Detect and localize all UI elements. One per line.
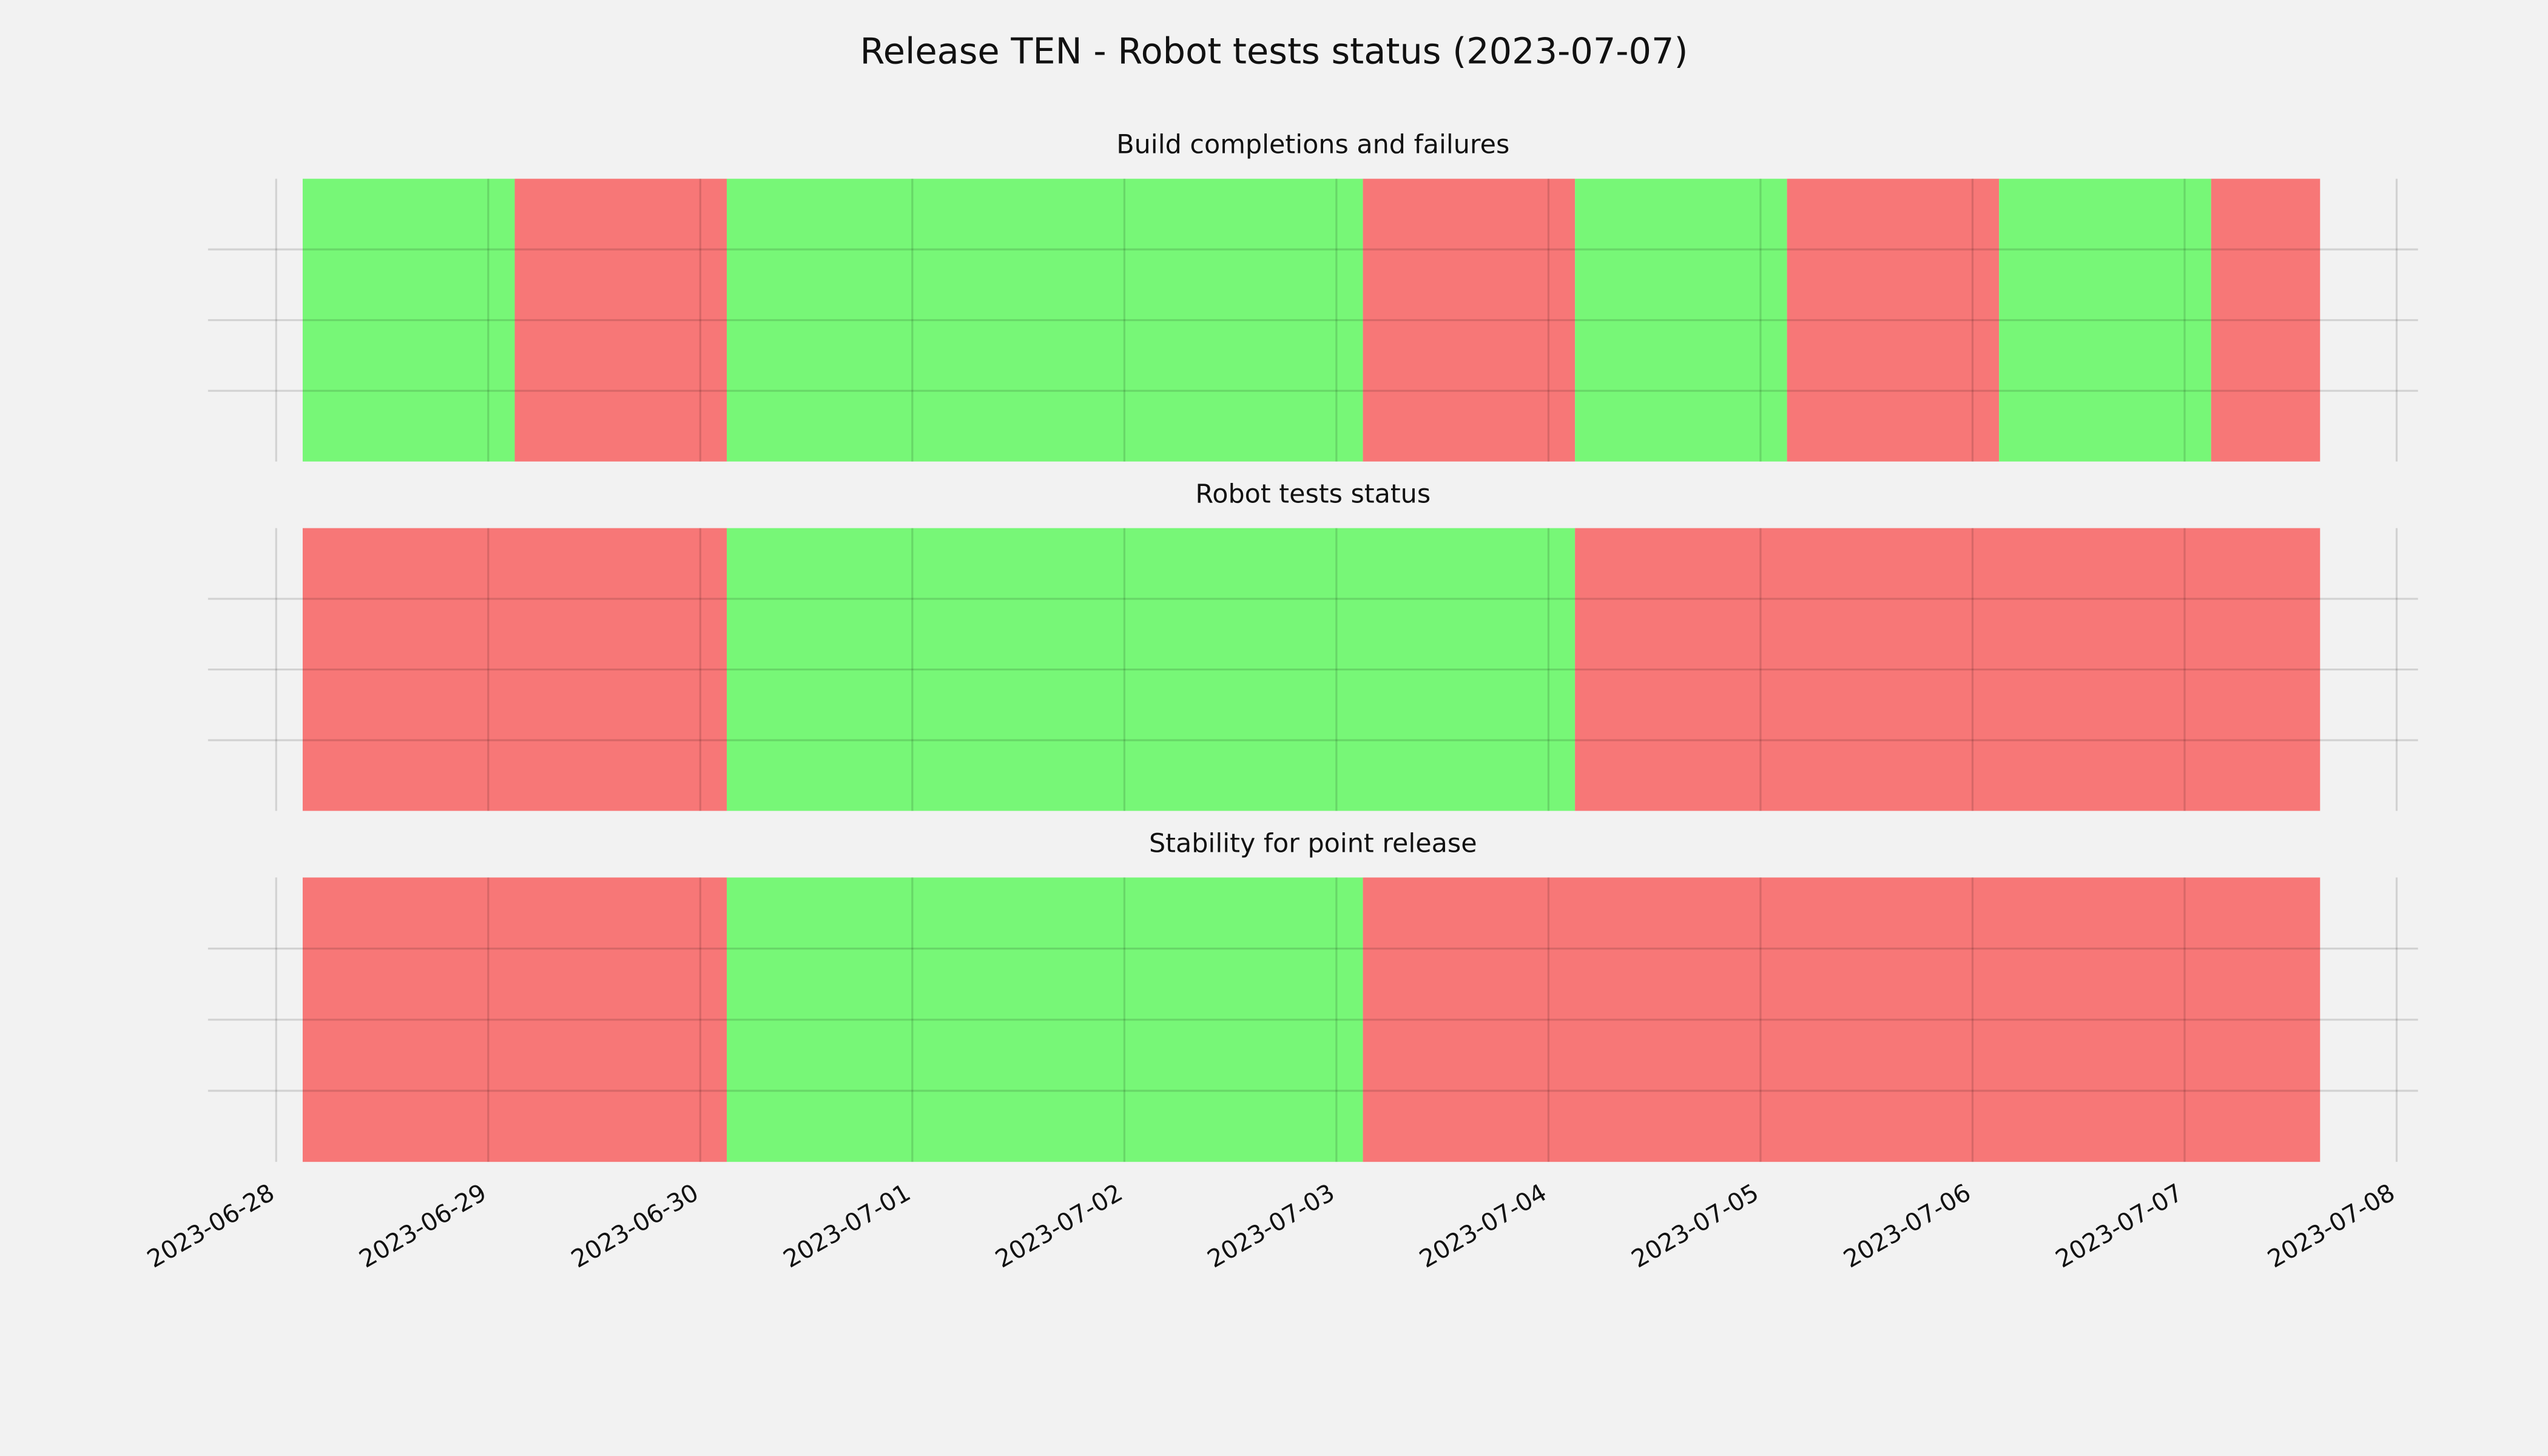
x-tick-label: 2023-07-03 [1203, 1179, 1340, 1274]
subplot-title: Stability for point release [1149, 828, 1477, 858]
status-span [1999, 178, 2211, 462]
x-tick-label: 2023-07-01 [779, 1179, 915, 1274]
status-span [726, 178, 1363, 462]
subplot-title: Build completions and failures [1116, 130, 1509, 160]
status-span [2211, 178, 2320, 462]
status-span [1575, 528, 2320, 811]
status-span [1787, 178, 2000, 462]
x-tick-label: 2023-06-29 [355, 1179, 491, 1274]
status-span [1575, 178, 1787, 462]
x-tick-label: 2023-07-02 [991, 1179, 1127, 1274]
status-span [302, 528, 727, 811]
x-tick-label: 2023-07-06 [1839, 1179, 1975, 1274]
chart-title: Release TEN - Robot tests status (2023-0… [860, 30, 1688, 72]
status-span [726, 877, 1363, 1162]
x-tick-label: 2023-07-07 [2051, 1179, 2188, 1274]
subplot-title: Robot tests status [1195, 479, 1431, 509]
status-span [1363, 178, 1576, 462]
x-tick-label: 2023-06-28 [143, 1179, 279, 1274]
x-tick-label: 2023-07-04 [1415, 1179, 1551, 1274]
x-tick-label: 2023-07-08 [2263, 1179, 2399, 1274]
status-span [1363, 877, 2320, 1162]
status-span [302, 877, 727, 1162]
status-span [302, 178, 515, 462]
status-span [514, 178, 727, 462]
x-tick-label: 2023-06-30 [567, 1179, 703, 1274]
status-span [726, 528, 1576, 811]
x-tick-label: 2023-07-05 [1627, 1179, 1764, 1274]
